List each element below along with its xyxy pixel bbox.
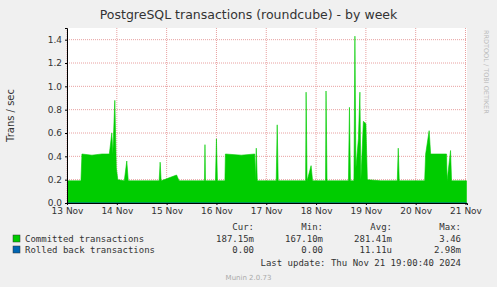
series-area xyxy=(67,203,467,204)
y-tick-mark xyxy=(65,86,67,87)
x-axis: 13 Nov 14 Nov 15 Nov 16 Nov 17 Nov 18 Nov 19 N… xyxy=(52,203,483,216)
x-tick-mark xyxy=(266,203,267,205)
x-tick-mark xyxy=(466,203,467,205)
legend-label: Rolled back transactions xyxy=(25,245,155,255)
grid-line-x xyxy=(465,28,466,203)
y-tick-label: 0.6 xyxy=(48,128,63,138)
y-tick-mark xyxy=(65,110,67,111)
y-tick-label: 1.4 xyxy=(48,35,63,45)
grid xyxy=(67,28,467,203)
grid-line-y xyxy=(67,63,467,64)
x-tick-label: 21 Nov xyxy=(450,206,483,216)
grid-line-y xyxy=(67,39,467,40)
legend-stat: 0.00 xyxy=(301,245,323,255)
x-tick-label: 13 Nov xyxy=(52,206,85,216)
x-tick-mark xyxy=(117,203,118,205)
legend-header: Avg: xyxy=(370,222,392,232)
x-tick: 18 Nov xyxy=(301,203,334,216)
y-tick-label: 0.8 xyxy=(48,105,63,115)
legend-stat: 3.46 xyxy=(439,234,461,244)
plot-background xyxy=(67,28,467,203)
background xyxy=(0,0,497,287)
y-tick: 0.8 xyxy=(48,105,67,115)
chart: 0.00.20.40.60.81.01.21.413 Nov14 Nov15 N… xyxy=(0,0,497,287)
y-axis-line xyxy=(65,29,68,204)
y-tick-mark xyxy=(65,203,67,204)
series-area xyxy=(67,36,467,203)
grid-line-y xyxy=(67,86,467,87)
legend: Cur: Min: Avg: Max: Committed transactions 18… xyxy=(13,222,461,268)
title: PostgreSQL transactions (roundcube) - by… xyxy=(100,7,398,22)
y-tick-mark xyxy=(65,40,67,41)
legend-stat: 281.41m xyxy=(354,234,392,244)
legend-header: Min: xyxy=(301,222,323,232)
x-tick-label: 19 Nov xyxy=(350,206,383,216)
x-tick-label: 17 Nov xyxy=(251,206,284,216)
legend-swatch xyxy=(13,235,20,242)
grid-line-x xyxy=(166,28,167,203)
x-tick: 17 Nov xyxy=(251,203,284,216)
grid-line-y xyxy=(67,133,467,134)
grid-line-y xyxy=(67,109,467,110)
y-tick: 0.6 xyxy=(48,128,67,138)
x-tick-label: 14 Nov xyxy=(101,206,134,216)
x-tick: 19 Nov xyxy=(350,203,383,216)
x-tick: 20 Nov xyxy=(400,203,433,216)
legend-header: Cur: xyxy=(232,222,254,232)
y-tick-mark xyxy=(65,133,67,134)
y-axis: 0.00.20.40.60.81.01.21.4 xyxy=(48,29,68,209)
x-tick-label: 16 Nov xyxy=(201,206,234,216)
y-tick: 1.0 xyxy=(48,82,67,92)
x-tick: 15 Nov xyxy=(151,203,184,216)
x-tick: 14 Nov xyxy=(101,203,134,216)
x-tick-mark xyxy=(67,203,68,205)
legend-stat: 0.00 xyxy=(232,245,254,255)
y-tick-label: 1.2 xyxy=(48,58,62,68)
grid-line-y xyxy=(67,156,467,157)
x-tick: 16 Nov xyxy=(201,203,234,216)
legend-stat: 187.15m xyxy=(216,234,254,244)
y-tick-mark xyxy=(65,156,67,157)
y-tick: 0.2 xyxy=(48,175,67,185)
x-tick-label: 15 Nov xyxy=(151,206,184,216)
legend-stat: 11.11u xyxy=(359,245,392,255)
x-tick: 21 Nov xyxy=(450,203,483,216)
y-axis-title: Trans / sec xyxy=(5,89,16,143)
x-tick-mark xyxy=(316,203,317,205)
legend-label: Committed transactions xyxy=(25,234,144,244)
side-label: RRDTOOL / TOBI OETIKER xyxy=(482,30,490,114)
grid-line-x xyxy=(316,28,317,203)
x-tick-mark xyxy=(216,203,217,205)
last-update: Last update: Thu Nov 21 19:00:40 2024 xyxy=(261,258,461,268)
legend-swatch xyxy=(13,246,20,253)
y-tick-label: 1.0 xyxy=(48,82,63,92)
x-tick-label: 18 Nov xyxy=(301,206,334,216)
y-tick-mark xyxy=(65,180,67,181)
legend-header: Max: xyxy=(439,222,461,232)
legend-stat: 167.10m xyxy=(285,234,323,244)
y-tick-mark xyxy=(65,63,67,64)
x-tick-mark xyxy=(416,203,417,205)
y-tick-label: 0.2 xyxy=(48,175,62,185)
x-tick-label: 20 Nov xyxy=(400,206,433,216)
y-tick: 0.4 xyxy=(48,152,67,162)
x-tick: 13 Nov xyxy=(52,203,85,216)
x-axis-line xyxy=(68,204,468,206)
plot-area xyxy=(67,36,467,203)
legend-stat: 2.98m xyxy=(434,245,461,255)
y-tick-label: 0.4 xyxy=(48,152,63,162)
grid-line-x xyxy=(415,28,416,203)
x-tick-mark xyxy=(366,203,367,205)
footer: Munin 2.0.73 xyxy=(226,274,272,282)
y-tick: 1.4 xyxy=(48,35,67,45)
x-tick-mark xyxy=(167,203,168,205)
y-tick: 1.2 xyxy=(48,58,67,68)
grid-line-x xyxy=(266,28,267,203)
